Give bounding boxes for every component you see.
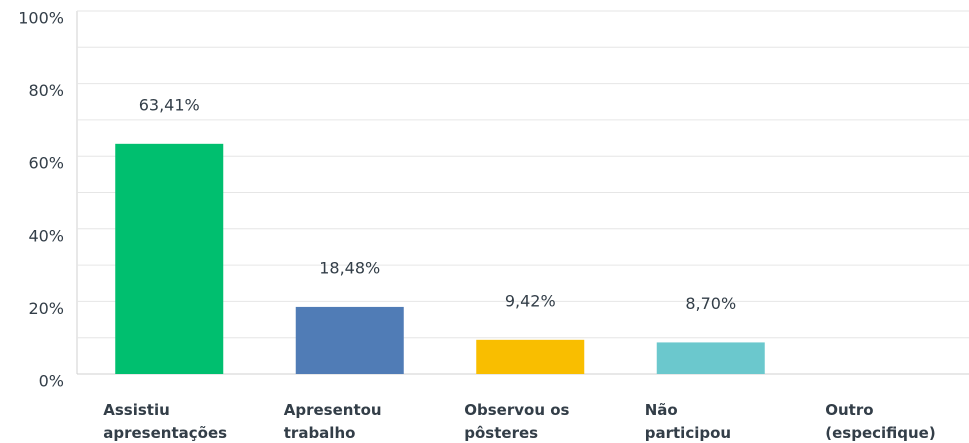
y-tick-label: 40%	[28, 226, 64, 245]
bar	[656, 342, 765, 374]
y-tick-label: 0%	[39, 372, 64, 391]
bar	[295, 306, 404, 374]
y-tick-label: 80%	[28, 81, 64, 100]
x-tick-label: Assistiu apresentações	[103, 401, 227, 442]
bar	[115, 143, 224, 374]
x-tick-label: Não participou	[645, 401, 731, 442]
x-tick-label: Observou os pôsteres	[464, 401, 569, 442]
y-tick-label: 20%	[28, 299, 64, 318]
y-tick-label: 60%	[28, 154, 64, 173]
value-label: 9,42%	[505, 291, 556, 310]
y-tick-label: 100%	[18, 9, 64, 28]
x-tick-label: Outro (especifique)	[825, 401, 935, 442]
bar	[476, 339, 585, 374]
x-tick-label: Apresentou trabalho	[284, 401, 382, 442]
value-label: 18,48%	[319, 258, 380, 277]
value-label: 63,41%	[139, 95, 200, 114]
value-label: 8,70%	[685, 294, 736, 313]
